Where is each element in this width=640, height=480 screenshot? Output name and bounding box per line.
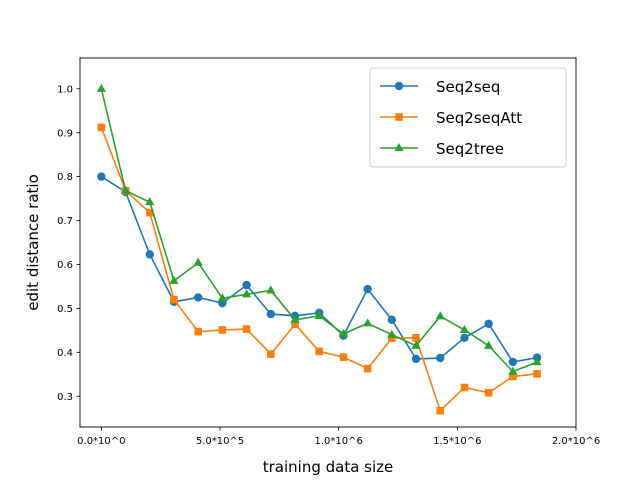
y-tick-label: 0.6: [57, 260, 73, 271]
seq2seqatt-point: [533, 370, 541, 378]
x-tick-label: 5.0*10^5: [196, 436, 244, 447]
seq2seqatt-point: [412, 334, 420, 342]
legend-box: [369, 67, 567, 168]
x-tick-label: 1.0*10^6: [314, 436, 362, 447]
seq2seqatt-point: [436, 406, 445, 415]
legend-label-seq2tree: Seq2tree: [436, 140, 504, 158]
seq2tree-point: [217, 293, 227, 302]
seq2seqatt-point: [242, 325, 251, 333]
seq2seqatt-point: [509, 372, 517, 381]
seq2seq-point: [145, 250, 154, 259]
y-tick-label: 0.7: [57, 216, 73, 227]
seq2seqatt-point: [291, 320, 299, 329]
seq2tree-point: [411, 340, 421, 349]
seq2seq-point: [242, 280, 251, 290]
seq2seqatt-point: [339, 353, 348, 361]
seq2seqatt-point: [460, 383, 469, 392]
y-tick-label: 0.9: [57, 128, 73, 139]
seq2seq-point: [436, 353, 445, 363]
seq2seqatt-point: [170, 295, 178, 304]
seq2seqatt-point: [194, 327, 202, 336]
seq2seq-point: [387, 315, 397, 325]
seq2seqatt-point: [315, 347, 324, 356]
plot-area: [96, 83, 542, 415]
seq2seqatt-point: [363, 364, 372, 373]
legend-swatch-marker: [395, 113, 403, 121]
seq2seq-point: [363, 284, 372, 294]
seq2tree-point: [290, 314, 300, 323]
seq2seqatt-point: [267, 350, 275, 358]
seq2seqatt-point: [388, 334, 396, 343]
seq2tree-point: [363, 318, 373, 327]
seq2seq-point: [460, 333, 469, 343]
x-tick-label: 2.0*10^6: [552, 436, 600, 447]
series-seq2tree: [96, 83, 542, 375]
y-tick-label: 1.0: [57, 84, 73, 95]
series-seq2seqatt: [97, 123, 541, 415]
seq2tree-point: [508, 366, 518, 375]
seq2tree-point: [532, 356, 542, 366]
seq2tree-point: [387, 329, 397, 338]
seq2tree-point: [193, 257, 203, 266]
seq2tree-point: [169, 275, 179, 284]
seq2seq-point: [97, 172, 106, 181]
seq2tree-point: [266, 285, 276, 294]
axis-ticks: 0.0*10^0 5.0*10^5 1.0*10^6 1.5*10^6 2.0*10^6…: [57, 84, 600, 447]
seq2tree-point: [241, 289, 252, 298]
seq2tree-point: [145, 197, 155, 206]
legend: Seq2seq Seq2seqAtt Seq2tree: [369, 67, 567, 168]
seq2tree-point: [459, 324, 470, 334]
seq2tree-point: [314, 310, 324, 319]
seq2seqatt-point: [145, 208, 154, 217]
y-tick-label: 0.5: [57, 304, 73, 315]
x-axis-label: training data size: [263, 458, 394, 476]
seq2seqatt-point: [484, 388, 493, 397]
seq2seq-point: [411, 354, 421, 364]
seq2seq-point: [266, 309, 276, 319]
legend-swatch-marker: [394, 143, 404, 152]
legend-label-seq2seqatt: Seq2seqAtt: [436, 109, 522, 127]
seq2seq-point: [508, 357, 518, 367]
seq2tree-point: [484, 340, 494, 349]
seq2tree-point: [338, 328, 349, 337]
seq2seq-point: [484, 319, 493, 328]
seq2seqatt-point: [97, 123, 106, 132]
seq2seqatt-point: [218, 326, 227, 334]
legend-swatch-marker: [394, 81, 404, 91]
seq2tree-point: [120, 185, 131, 194]
y-tick-label: 0.4: [57, 348, 73, 359]
x-tick-label: 0.0*10^0: [77, 436, 125, 447]
y-tick-label: 0.8: [57, 172, 73, 183]
seq2seq-point: [193, 293, 203, 302]
axes-frame: [79, 57, 577, 428]
y-tick-label: 0.3: [57, 392, 73, 403]
seq2tree-point: [435, 311, 445, 320]
seq2tree-point: [96, 83, 106, 92]
legend-label-seq2seq: Seq2seq: [436, 78, 500, 96]
x-tick-label: 1.5*10^6: [433, 436, 481, 447]
y-axis-label: edit distance ratio: [24, 174, 42, 310]
